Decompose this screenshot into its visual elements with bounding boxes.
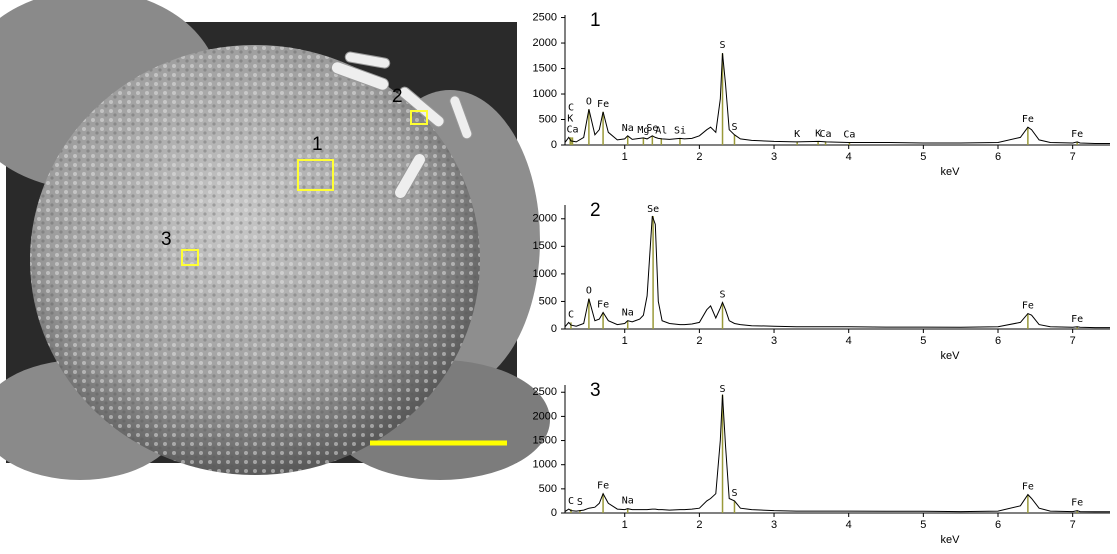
y-tick-label: 2500 <box>533 386 557 398</box>
y-tick-label: 500 <box>539 483 557 495</box>
y-tick-label: 2000 <box>533 410 557 422</box>
peak-label: Fe <box>1071 129 1083 140</box>
x-axis-label: keV <box>941 166 961 178</box>
x-tick-label: 5 <box>920 519 926 531</box>
texture <box>30 45 480 475</box>
peak-label: Ca <box>566 124 578 135</box>
x-tick-label: 4 <box>846 335 852 347</box>
x-tick-label: 5 <box>920 151 926 163</box>
peak-label: K <box>794 129 800 140</box>
x-tick-label: 2 <box>696 335 702 347</box>
region-label: 2 <box>392 86 403 107</box>
figure: 1 2 3 050010001500200025001234567keV1CaK… <box>0 0 1117 549</box>
y-tick-label: 2500 <box>533 11 557 23</box>
y-tick-label: 500 <box>539 113 557 125</box>
peak-label: Na <box>622 308 634 319</box>
peak-label: Al <box>655 125 667 136</box>
x-tick-label: 5 <box>920 335 926 347</box>
y-tick-label: 1500 <box>533 434 557 446</box>
peak-label: S <box>720 290 726 301</box>
peak-label: S <box>731 488 737 499</box>
peak-label: K <box>567 113 573 124</box>
peak-label: Fe <box>597 481 609 492</box>
peak-label: C <box>568 102 574 113</box>
x-tick-label: 1 <box>622 519 628 531</box>
peak-label: Fe <box>597 99 609 110</box>
peak-label: Ca <box>820 129 832 140</box>
x-tick-label: 6 <box>995 335 1001 347</box>
x-tick-label: 3 <box>771 519 777 531</box>
peak-label: Fe <box>1071 498 1083 509</box>
peak-label: Fe <box>1071 314 1083 325</box>
region-label: 3 <box>161 229 172 250</box>
region-label: 1 <box>312 134 323 155</box>
chart-title: 3 <box>590 380 601 401</box>
x-axis-label: keV <box>941 350 961 362</box>
y-tick-label: 0 <box>551 323 557 335</box>
x-tick-label: 2 <box>696 519 702 531</box>
x-tick-label: 7 <box>1070 151 1076 163</box>
x-axis-label: keV <box>941 534 961 546</box>
peak-label: S <box>720 384 726 395</box>
x-tick-label: 1 <box>622 151 628 163</box>
y-tick-label: 2000 <box>533 213 557 225</box>
peak-label: S <box>577 497 583 508</box>
peak-label: S <box>720 40 726 51</box>
peak-label: O <box>586 286 592 297</box>
peak-label: Si <box>674 125 686 136</box>
y-tick-label: 500 <box>539 295 557 307</box>
x-tick-label: 1 <box>622 335 628 347</box>
spectrum <box>565 395 1110 512</box>
peak-label: S <box>731 122 737 133</box>
peak-label: Se <box>647 204 659 215</box>
sem-image: 1 2 3 <box>0 0 550 480</box>
peak-label: O <box>586 96 592 107</box>
y-tick-label: 0 <box>551 139 557 151</box>
peak-label: Fe <box>1022 301 1034 312</box>
x-tick-label: 2 <box>696 151 702 163</box>
x-tick-label: 3 <box>771 151 777 163</box>
peak-label: C <box>568 309 574 320</box>
y-tick-label: 2000 <box>533 37 557 49</box>
y-tick-label: 1500 <box>533 62 557 74</box>
x-tick-label: 4 <box>846 519 852 531</box>
x-tick-label: 4 <box>846 151 852 163</box>
y-tick-label: 0 <box>551 507 557 519</box>
chart-title: 2 <box>590 200 601 221</box>
x-tick-label: 3 <box>771 335 777 347</box>
peak-label: Ca <box>843 129 855 140</box>
y-tick-label: 1000 <box>533 88 557 100</box>
y-tick-label: 1500 <box>533 240 557 252</box>
page: {"image":{"regions":[{"label":"1"},{"lab… <box>0 0 1117 554</box>
peak-label: Fe <box>597 299 609 310</box>
x-tick-label: 6 <box>995 519 1001 531</box>
x-tick-label: 7 <box>1070 519 1076 531</box>
peak-label: C <box>568 496 574 507</box>
chart-title: 1 <box>590 10 601 31</box>
x-tick-label: 7 <box>1070 335 1076 347</box>
y-tick-label: 1000 <box>533 268 557 280</box>
peak-label: Fe <box>1022 482 1034 493</box>
peak-label: Fe <box>1022 114 1034 125</box>
peak-label: Na <box>622 496 634 507</box>
x-tick-label: 6 <box>995 151 1001 163</box>
peak-label: Na <box>622 123 634 134</box>
y-tick-label: 1000 <box>533 459 557 471</box>
